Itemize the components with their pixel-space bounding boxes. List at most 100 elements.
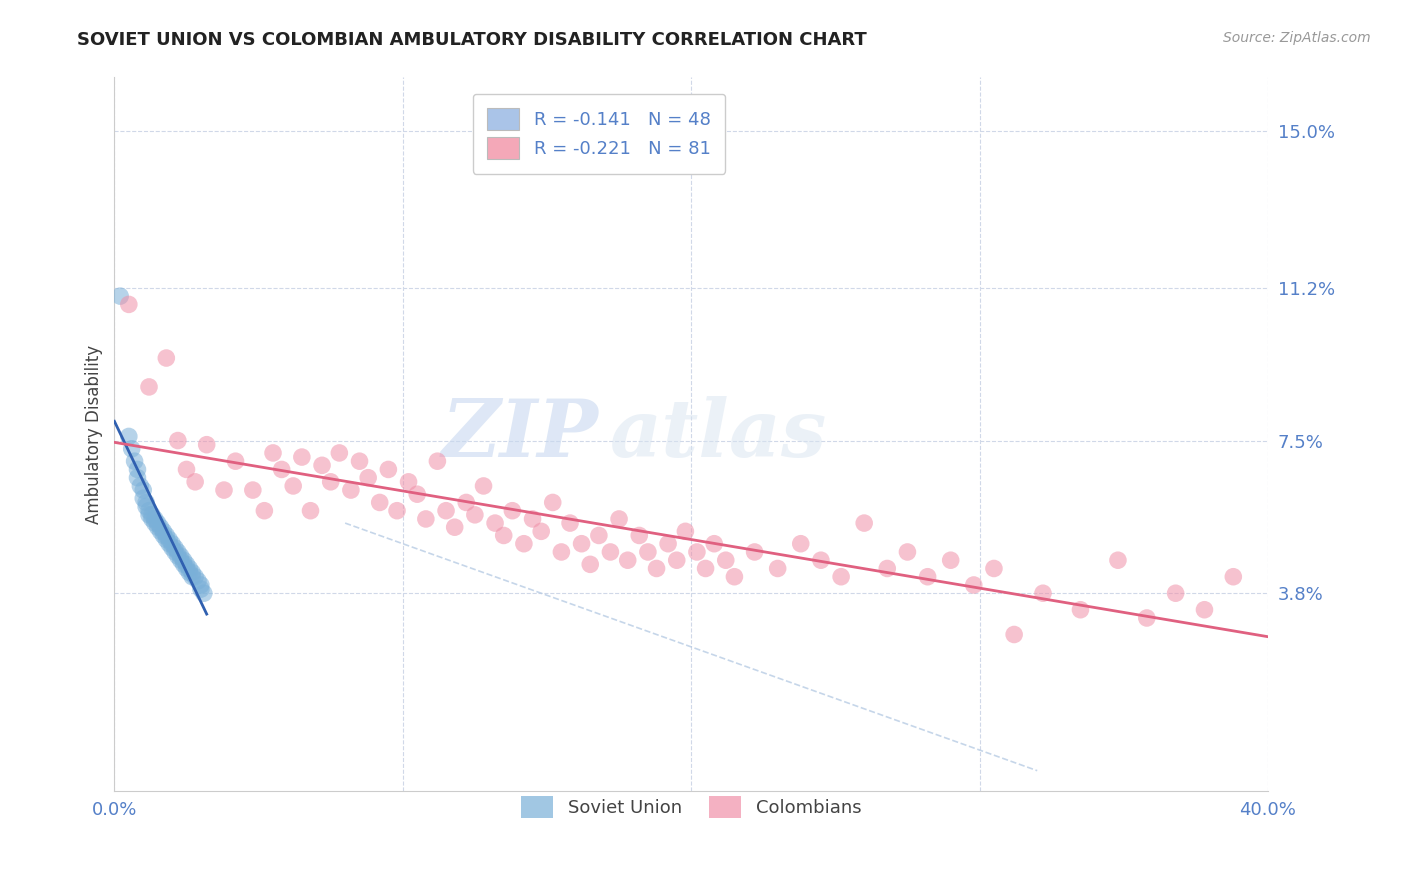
Point bbox=[152, 524, 174, 539]
Point bbox=[695, 561, 717, 575]
Point bbox=[157, 537, 180, 551]
Point bbox=[637, 545, 659, 559]
Point bbox=[665, 553, 688, 567]
Point bbox=[212, 483, 235, 497]
Point bbox=[744, 545, 766, 559]
Point bbox=[426, 454, 449, 468]
Point bbox=[118, 429, 141, 443]
Point bbox=[599, 545, 621, 559]
Point bbox=[398, 475, 420, 489]
Point bbox=[146, 520, 169, 534]
Point bbox=[149, 520, 172, 534]
Point bbox=[714, 553, 737, 567]
Point bbox=[415, 512, 437, 526]
Point bbox=[176, 558, 198, 572]
Point bbox=[132, 483, 155, 497]
Point bbox=[357, 471, 380, 485]
Point bbox=[464, 508, 486, 522]
Point bbox=[179, 561, 201, 575]
Point bbox=[149, 524, 172, 539]
Point bbox=[160, 537, 183, 551]
Point bbox=[530, 524, 553, 539]
Point bbox=[157, 533, 180, 547]
Point bbox=[579, 558, 602, 572]
Point bbox=[163, 545, 186, 559]
Point bbox=[896, 545, 918, 559]
Point bbox=[170, 549, 193, 563]
Point bbox=[118, 297, 141, 311]
Point bbox=[166, 434, 188, 448]
Text: atlas: atlas bbox=[610, 396, 828, 473]
Point bbox=[141, 512, 163, 526]
Point bbox=[686, 545, 709, 559]
Point bbox=[190, 578, 212, 592]
Point bbox=[1136, 611, 1159, 625]
Point bbox=[790, 537, 813, 551]
Point bbox=[522, 512, 544, 526]
Point bbox=[645, 561, 668, 575]
Point bbox=[917, 570, 939, 584]
Point bbox=[176, 561, 198, 575]
Point bbox=[541, 495, 564, 509]
Point bbox=[166, 549, 188, 563]
Text: Source: ZipAtlas.com: Source: ZipAtlas.com bbox=[1223, 31, 1371, 45]
Point bbox=[349, 454, 371, 468]
Point bbox=[170, 553, 193, 567]
Point bbox=[571, 537, 593, 551]
Text: SOVIET UNION VS COLOMBIAN AMBULATORY DISABILITY CORRELATION CHART: SOVIET UNION VS COLOMBIAN AMBULATORY DIS… bbox=[77, 31, 868, 49]
Point bbox=[181, 566, 204, 580]
Point bbox=[1069, 603, 1091, 617]
Point bbox=[1194, 603, 1216, 617]
Point bbox=[155, 528, 177, 542]
Point bbox=[132, 491, 155, 506]
Point bbox=[291, 450, 314, 464]
Point bbox=[143, 512, 166, 526]
Point bbox=[810, 553, 832, 567]
Point bbox=[368, 495, 391, 509]
Point bbox=[108, 289, 131, 303]
Point bbox=[141, 508, 163, 522]
Point bbox=[163, 541, 186, 555]
Point bbox=[129, 479, 152, 493]
Point bbox=[262, 446, 284, 460]
Point bbox=[242, 483, 264, 497]
Point bbox=[299, 504, 322, 518]
Point bbox=[138, 504, 160, 518]
Point bbox=[830, 570, 852, 584]
Point bbox=[406, 487, 429, 501]
Y-axis label: Ambulatory Disability: Ambulatory Disability bbox=[86, 345, 103, 524]
Point bbox=[311, 458, 333, 473]
Point bbox=[443, 520, 465, 534]
Point bbox=[127, 462, 149, 476]
Point bbox=[434, 504, 457, 518]
Point bbox=[703, 537, 725, 551]
Point bbox=[179, 566, 201, 580]
Point bbox=[1107, 553, 1129, 567]
Point bbox=[173, 558, 195, 572]
Point bbox=[853, 516, 876, 530]
Point bbox=[135, 495, 157, 509]
Point bbox=[155, 533, 177, 547]
Point bbox=[472, 479, 495, 493]
Point bbox=[135, 500, 157, 514]
Point bbox=[616, 553, 638, 567]
Point bbox=[160, 541, 183, 555]
Point bbox=[558, 516, 581, 530]
Point bbox=[176, 462, 198, 476]
Point bbox=[328, 446, 350, 460]
Point bbox=[607, 512, 630, 526]
Point bbox=[253, 504, 276, 518]
Point bbox=[484, 516, 506, 530]
Point bbox=[513, 537, 536, 551]
Point bbox=[155, 351, 177, 365]
Point bbox=[723, 570, 745, 584]
Point bbox=[181, 570, 204, 584]
Point bbox=[190, 582, 212, 596]
Point bbox=[456, 495, 478, 509]
Point bbox=[1164, 586, 1187, 600]
Text: ZIP: ZIP bbox=[441, 396, 599, 473]
Point bbox=[319, 475, 342, 489]
Point bbox=[184, 570, 207, 584]
Point bbox=[385, 504, 408, 518]
Point bbox=[983, 561, 1005, 575]
